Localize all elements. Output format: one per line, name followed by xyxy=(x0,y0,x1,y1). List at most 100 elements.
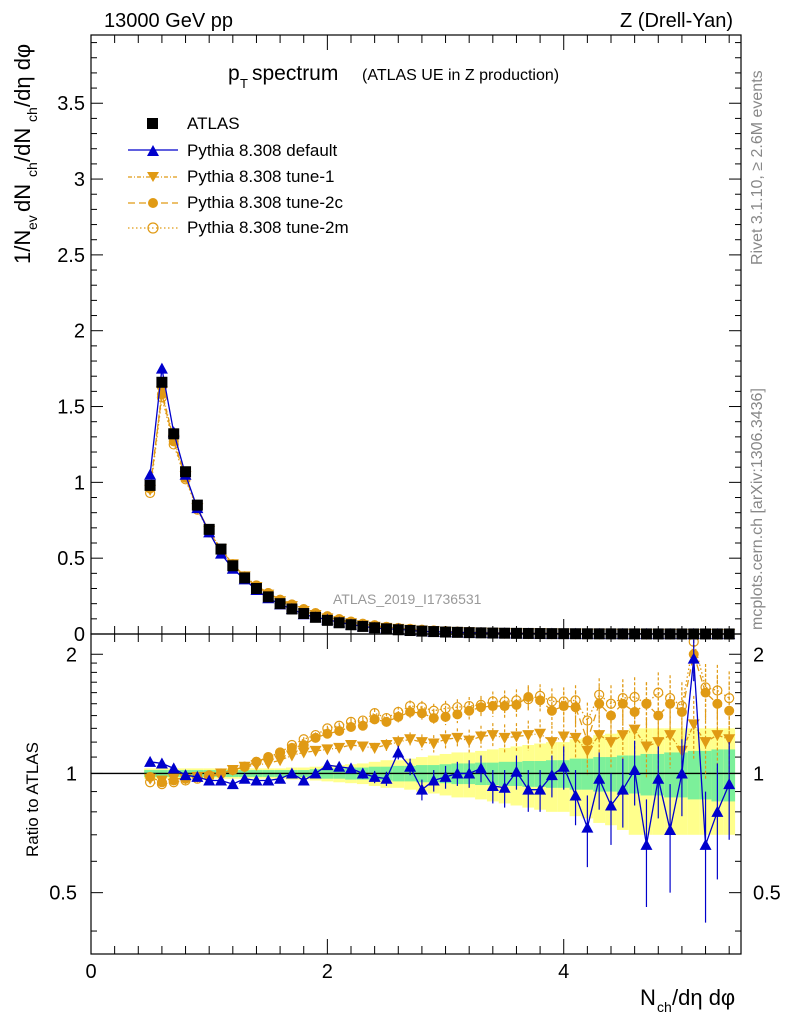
ratio-y-tick-label-right: 0.5 xyxy=(753,883,781,905)
ratio-point-default xyxy=(605,799,617,811)
ratio-point-tune-1 xyxy=(309,745,322,757)
main-point-default xyxy=(144,468,157,480)
x-tick-label: 0 xyxy=(85,961,96,983)
ratio-point-default xyxy=(486,779,499,791)
ratio-point-tune-1 xyxy=(415,737,428,749)
ratio-band-green xyxy=(699,750,712,800)
main-point-tune-1 xyxy=(155,386,168,398)
ratio-y-tick-label-right: 1 xyxy=(753,763,764,785)
ratio-point-default xyxy=(664,823,677,835)
main-point-atlas xyxy=(203,523,215,535)
ratio-point-tune-2c xyxy=(700,687,711,698)
ratio-point-tune-2c xyxy=(428,713,439,724)
ratio-point-tune-2c xyxy=(558,701,569,712)
legend-entry-atlas: ATLAS xyxy=(147,114,240,133)
ratio-point-default xyxy=(427,774,440,786)
legend: ATLAS Pythia 8.308 default Pythia 8.308 … xyxy=(128,114,349,237)
ratio-point-tune-1 xyxy=(652,737,665,749)
legend-label-atlas: ATLAS xyxy=(187,114,240,133)
ratio-point-tune-1 xyxy=(664,730,677,742)
ratio-point-default xyxy=(475,762,487,774)
main-point-atlas xyxy=(227,560,239,572)
ratio-point-tune-1 xyxy=(392,737,405,749)
main-point-atlas xyxy=(191,499,203,511)
ratio-point-tune-2c xyxy=(369,714,380,725)
ratio-point-default xyxy=(711,805,724,817)
legend-entry-tune-2c: Pythia 8.308 tune-2c xyxy=(128,193,343,212)
ratio-point-tune-2c xyxy=(665,698,676,709)
ratio-point-tune-2c xyxy=(393,711,404,722)
ratio-point-tune-1 xyxy=(144,773,157,785)
title-paren: (ATLAS UE in Z production) xyxy=(362,67,559,84)
ratio-point-default xyxy=(404,760,417,772)
ratio-point-default xyxy=(191,770,204,782)
ratio-point-default xyxy=(675,767,688,779)
ratio-point-default xyxy=(415,783,428,795)
ratio-point-tune-1 xyxy=(616,730,629,742)
ratio-point-tune-2m xyxy=(582,715,593,726)
ylabel-part-6: /dη dφ xyxy=(10,44,35,107)
ratio-point-default xyxy=(285,767,298,779)
ratio-point-tune-1 xyxy=(333,742,346,754)
ylabel-part-0: 1/N xyxy=(10,230,35,264)
legend-marker-tune-2m xyxy=(147,222,159,234)
ratio-point-default xyxy=(167,762,180,774)
x-axis-label: N ch /dη dφ xyxy=(640,985,735,1015)
ratio-point-tune-2c xyxy=(499,701,510,712)
ratio-point-tune-2c xyxy=(452,709,463,720)
ratio-point-tune-2m xyxy=(712,685,723,696)
ratio-point-tune-1 xyxy=(510,731,523,743)
ratio-point-default xyxy=(238,772,251,784)
legend-entry-tune-2m: Pythia 8.308 tune-2m xyxy=(128,218,349,237)
ylabel-part-5: ch xyxy=(24,107,40,122)
ratio-point-tune-1 xyxy=(427,738,440,750)
y-tick-label: 0 xyxy=(74,624,85,646)
ratio-point-default xyxy=(723,778,736,790)
main-point-atlas xyxy=(380,623,392,635)
y-tick-label: 3 xyxy=(74,169,85,191)
ratio-point-tune-1 xyxy=(250,760,263,772)
main-point-atlas xyxy=(428,626,440,638)
ratio-point-tune-2c xyxy=(416,708,427,719)
legend-label-tune-2c: Pythia 8.308 tune-2c xyxy=(187,193,343,212)
main-point-atlas xyxy=(286,603,298,615)
ratio-point-default xyxy=(250,774,263,786)
legend-entry-tune-1: Pythia 8.308 tune-1 xyxy=(128,167,334,186)
title-rest: spectrum xyxy=(252,62,338,85)
ratio-point-tune-2c xyxy=(724,705,735,716)
ratio-point-tune-1 xyxy=(404,734,417,746)
plot-title: p T spectrum (ATLAS UE in Z production) xyxy=(228,62,559,91)
process-label: Z (Drell-Yan) xyxy=(620,10,733,32)
ratio-point-default xyxy=(333,760,346,772)
ratio-point-tune-2c xyxy=(322,728,333,739)
ratio-point-default xyxy=(274,772,287,784)
ratio-point-default xyxy=(380,772,393,784)
ratio-point-default xyxy=(179,769,192,781)
ratio-point-tune-1 xyxy=(522,730,535,742)
ratio-point-tune-1 xyxy=(723,734,736,746)
ratio-point-tune-2c xyxy=(405,706,416,717)
y-tick-label: 3.5 xyxy=(57,93,85,115)
ratio-point-tune-1 xyxy=(498,732,511,744)
ratio-point-tune-1 xyxy=(581,745,594,757)
ratio-point-default xyxy=(321,759,334,771)
ratio-point-tune-2c xyxy=(286,742,297,753)
main-point-atlas xyxy=(262,591,274,603)
ratio-point-default xyxy=(262,774,275,786)
ratio-point-tune-1 xyxy=(557,731,570,743)
ratio-point-tune-1 xyxy=(711,730,724,742)
ratio-point-tune-2c xyxy=(440,711,451,722)
main-point-atlas xyxy=(156,376,168,388)
ratio-point-tune-1 xyxy=(439,734,452,746)
ratio-y-tick-label: 2 xyxy=(66,644,77,666)
ratio-point-default xyxy=(368,770,381,782)
ratio-point-tune-1 xyxy=(593,730,606,742)
main-point-atlas xyxy=(451,626,463,638)
ratio-point-tune-1 xyxy=(238,761,251,773)
y-tick-label: 2 xyxy=(74,321,85,343)
energy-label: 13000 GeV pp xyxy=(104,10,233,32)
main-point-atlas xyxy=(404,625,416,637)
ratio-point-default xyxy=(569,789,582,801)
xlabel-part-0: N xyxy=(640,985,656,1010)
